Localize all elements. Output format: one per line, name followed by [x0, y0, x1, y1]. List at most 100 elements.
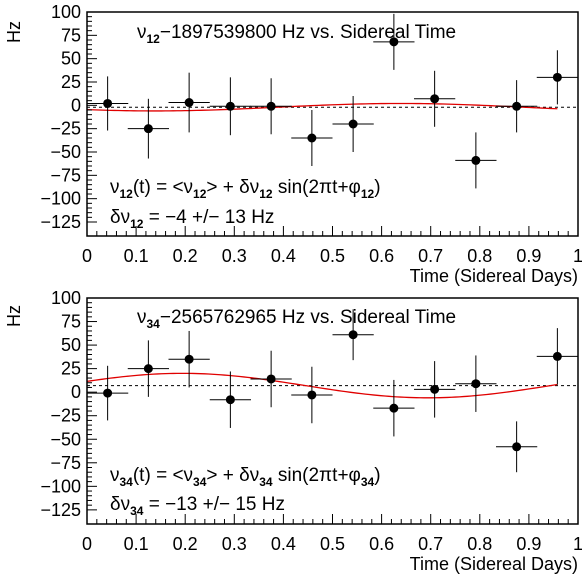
panel-2-marker-1 [103, 388, 113, 398]
panel-1-x-tick-label-7: 0.7 [418, 246, 443, 266]
panel-1-marker-4 [225, 101, 235, 111]
panel-1-title-rest: −1897539800 Hz vs. Sidereal Time [160, 22, 456, 43]
panel-2-formula-tail: > + δν [206, 465, 259, 486]
panel-2-axis-ticks: 0 0.1 0.2 0.3 0.4 0.5 0.6 0.7 0.8 0.9 11007550250−… [40, 288, 582, 554]
panel-1-formula-sub4: 12 [361, 187, 375, 201]
panel-2-ylabel: Hz [4, 305, 24, 327]
panel-1-result-sub: 12 [130, 217, 144, 231]
panel-2-data-point-12 [536, 328, 578, 385]
panel-2-data-point-2 [127, 340, 169, 397]
panel-2-title: ν34−2565762965 Hz vs. Sidereal Time [137, 307, 456, 331]
panel-1-x-tick-label-5: 0.5 [320, 246, 345, 266]
panel-1-marker-1 [103, 98, 113, 108]
panel-1-data-point-8 [373, 13, 415, 70]
panel-1-y-tick-label-0: 100 [51, 2, 81, 22]
panel-2-title-sub: 34 [147, 317, 161, 331]
panel-1-y-tick-label-2: 50 [61, 49, 81, 69]
panel-1-ylabel: Hz [4, 21, 24, 43]
panel-1-marker-5 [266, 101, 276, 111]
panel-2-data-point-4 [209, 371, 251, 428]
panel-1-y-tick-label-5: −25 [50, 119, 81, 139]
panel-2-marker-7 [348, 330, 358, 340]
panel-2-data-point-10 [455, 355, 497, 412]
panel-2-fit-curve [86, 372, 558, 399]
panel-1-fit-curve [86, 102, 558, 112]
panel-1-data-point-3 [168, 72, 210, 133]
panel-1-formula-sub1: 12 [120, 187, 134, 201]
panel-2-y-tick-label-7: −75 [50, 453, 81, 473]
panel-1-data-point-12 [536, 50, 578, 105]
panel-1-data-point-1 [87, 76, 129, 131]
panel-2-x-tick-label-10: 1 [573, 534, 582, 554]
panel-2-formula-text: (t) = <ν [133, 465, 193, 486]
panel-1-y-tick-label-7: −75 [50, 165, 81, 185]
panel-2-x-tick-label-1: 0.1 [124, 534, 149, 554]
panel-2-y-tick-label-6: −50 [50, 429, 81, 449]
panel-2-y-tick-label-4: 0 [71, 382, 81, 402]
panel-2-frame [86, 297, 579, 525]
panel-2-x-tick-label-7: 0.7 [418, 534, 443, 554]
panel-2-data-point-1 [87, 365, 129, 421]
panel-1-data-point-9 [414, 70, 456, 127]
panel-1-formula: ν12(t) = <ν12> + δν12 sin(2πt+φ12) [110, 177, 381, 201]
panel-2-marker-4 [225, 395, 235, 405]
panel-1-formula-tail: > + δν [206, 177, 259, 198]
panel-2-marker-11 [512, 442, 522, 452]
panel-1-marker-11 [512, 101, 522, 111]
panel-1-x-tick-label-8: 0.8 [467, 246, 492, 266]
panel-1-marker-2 [143, 124, 153, 134]
panel-1-data-point-10 [455, 132, 497, 189]
panel-1-title: ν12−1897539800 Hz vs. Sidereal Time [137, 22, 456, 46]
panel-2-x-tick-label-4: 0.4 [271, 534, 296, 554]
panel-1-title-sub: 12 [147, 32, 161, 46]
panel-1-formula-sub3: 12 [259, 187, 273, 201]
panel-1-x-tick-label-0: 0 [82, 246, 92, 266]
panel-1-y-tick-label-1: 75 [61, 25, 81, 45]
panel-1-x-tick-label-9: 0.9 [516, 246, 541, 266]
panel-1-x-tick-label-1: 0.1 [124, 246, 149, 266]
panel-2-y-tick-label-9: −125 [40, 500, 81, 520]
panel-2-y-tick-label-5: −25 [50, 406, 81, 426]
panel-1-formula-sub2: 12 [193, 187, 207, 201]
panel-2-marker-6 [307, 390, 317, 400]
panel-2-formula-tail2: sin(2πt+φ [273, 465, 361, 486]
panel-2-data-point-5 [250, 350, 292, 408]
panel-2-data-point-3 [168, 330, 210, 388]
panel-2-result-sub: 34 [130, 504, 144, 518]
panel-2-y-tick-label-3: 25 [61, 359, 81, 379]
panel-2: 0 0.1 0.2 0.3 0.4 0.5 0.6 0.7 0.8 0.9 11007550250−… [4, 288, 582, 574]
panel-2-y-tick-label-0: 100 [51, 288, 81, 308]
panel-1-plot-content [86, 13, 578, 189]
panel-2-formula-sub3: 34 [259, 475, 273, 489]
panel-2-y-tick-label-2: 50 [61, 335, 81, 355]
panel-2-data-point-9 [414, 361, 456, 418]
panel-2-result: δν34 = −13 +/− 15 Hz [110, 494, 285, 518]
panel-2-marker-9 [430, 384, 440, 394]
panel-1-marker-7 [348, 119, 358, 129]
panel-2-y-tick-label-8: −100 [40, 476, 81, 496]
panel-1-y-tick-label-9: −125 [40, 212, 81, 232]
panel-1: 0 0.1 0.2 0.3 0.4 0.5 0.6 0.7 0.8 0.9 11007550250−… [4, 2, 582, 286]
panel-2-x-tick-label-8: 0.8 [467, 534, 492, 554]
panel-1-y-tick-label-3: 25 [61, 72, 81, 92]
panel-2-marker-8 [389, 403, 399, 413]
panel-2-y-tick-label-1: 75 [61, 312, 81, 332]
panel-1-x-tick-label-4: 0.4 [271, 246, 296, 266]
panel-1-result: δν12 = −4 +/− 13 Hz [110, 207, 274, 231]
panel-1-data-point-2 [127, 98, 169, 159]
panel-1-data-point-7 [332, 96, 374, 152]
panel-1-axis-ticks: 0 0.1 0.2 0.3 0.4 0.5 0.6 0.7 0.8 0.9 11007550250−… [40, 2, 582, 266]
panel-1-marker-10 [471, 155, 481, 165]
panel-1-result-text: = −4 +/− 13 Hz [143, 207, 274, 228]
panel-1-formula-tail2: sin(2πt+φ [273, 177, 361, 198]
panel-1-formula-text: (t) = <ν [133, 177, 193, 198]
panel-2-formula-sub2: 34 [193, 475, 207, 489]
panel-2-data-point-11 [496, 421, 538, 473]
panel-2-x-tick-label-3: 0.3 [222, 534, 247, 554]
panel-2-x-tick-label-0: 0 [82, 534, 92, 554]
panel-1-y-tick-label-8: −100 [40, 189, 81, 209]
panel-2-marker-12 [552, 351, 562, 361]
panel-2-formula-end: ) [374, 465, 380, 486]
panel-1-marker-3 [184, 98, 194, 108]
